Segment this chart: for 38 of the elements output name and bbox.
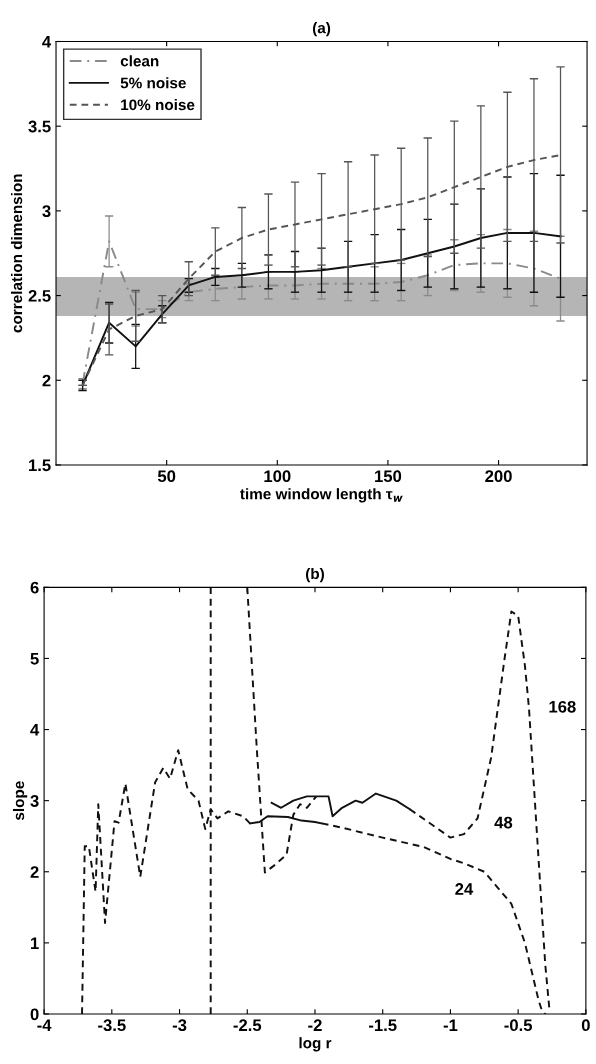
y-tick-label: 4 [42,36,52,48]
annotation: 48 [494,816,513,829]
x-tick-label: -1 [443,1019,458,1031]
x-tick-label: -3.5 [98,1019,126,1032]
x-tick-label: 150 [375,470,402,483]
x-tick-label: -0.5 [504,1019,533,1032]
y-tick-label: 1 [31,937,39,949]
chart-title: (a) [312,22,331,37]
y-axis-title: correlation dimension [10,174,23,333]
annotation: 168 [549,700,576,713]
x-tick-label: 100 [264,470,291,483]
annotation: 24 [455,883,474,895]
x-tick-label: -4 [37,1019,52,1031]
y-axis-title: slope [12,781,28,821]
legend-label: 5% noise [120,77,186,89]
x-tick-label: -1.5 [369,1019,397,1032]
x-tick-label: -2.5 [233,1019,262,1032]
legend-label: clean [120,55,159,67]
y-tick-label: 6 [30,581,39,594]
y-tick-label: 4 [30,724,40,736]
x-axis-title: time window length τ$_{w}$ [240,488,403,503]
y-tick-label: 2 [42,374,51,387]
x-tick-label: 200 [485,470,512,483]
y-tick-label: 3 [30,795,39,807]
x-tick-label: 0 [581,1019,590,1032]
y-tick-label: 0 [30,1008,39,1021]
chart-title: (b) [305,567,324,583]
y-tick-label: 2 [30,866,39,878]
legend-label: 10% noise [121,99,195,111]
y-tick-label: 1.5 [29,459,51,472]
x-tick-label: 50 [157,470,176,483]
x-tick-label: -3 [172,1019,187,1032]
y-tick-label: 3 [42,205,51,218]
y-tick-label: 5 [30,653,39,665]
y-tick-label: 2.5 [28,289,51,302]
x-axis-title: log r [299,1037,332,1052]
y-tick-label: 3.5 [28,120,51,133]
x-tick-label: -2 [308,1019,322,1031]
